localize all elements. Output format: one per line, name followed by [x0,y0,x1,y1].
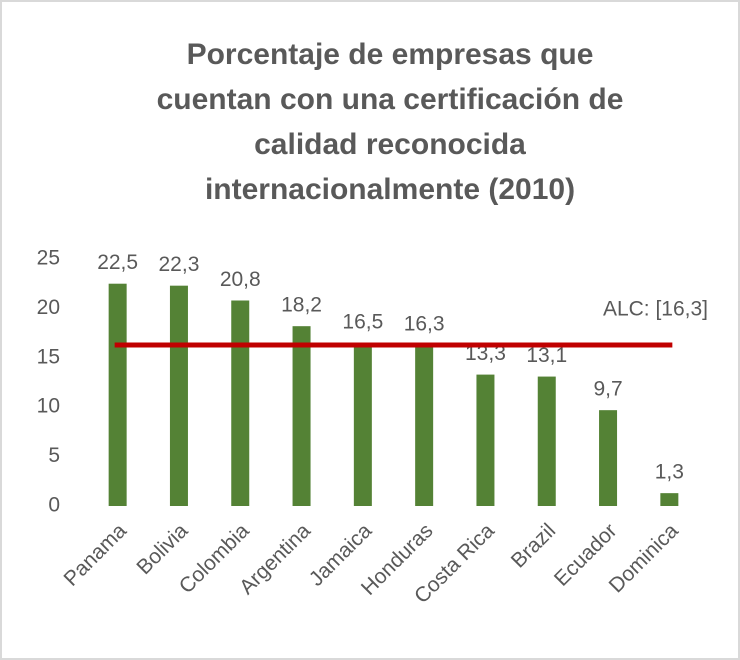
y-tick-label: 15 [37,345,60,368]
bar [476,374,495,506]
chart-title: Porcentaje de empresas que cuentan con u… [156,38,624,206]
y-tick-label: 20 [37,296,60,319]
bar [231,300,250,506]
value-label: 22,3 [159,253,200,276]
value-label: 13,1 [526,344,567,367]
value-label: 1,3 [655,461,684,484]
bar [353,342,372,506]
bar [660,493,679,506]
x-tick-label: Brazil [507,519,560,572]
value-label: 16,3 [404,313,445,336]
x-tick-label: Bolivia [132,519,192,579]
value-label: 18,2 [281,294,322,317]
value-label: 13,3 [465,342,506,365]
value-label: 9,7 [593,378,622,401]
bar [292,326,311,506]
value-label: 16,5 [342,311,383,334]
bar [537,376,556,506]
y-tick-label: 25 [37,247,60,270]
bar [169,285,188,506]
y-tick-label: 0 [48,494,60,517]
bar [108,283,127,506]
value-label: 22,5 [97,251,138,274]
y-tick-label: 5 [48,444,60,467]
reference-label: ALC: [16,3] [603,298,708,321]
bar [599,410,618,506]
value-label: 20,8 [220,268,261,291]
bar [415,344,434,506]
x-tick-label: Panama [60,519,132,591]
y-tick-label: 10 [37,395,60,418]
